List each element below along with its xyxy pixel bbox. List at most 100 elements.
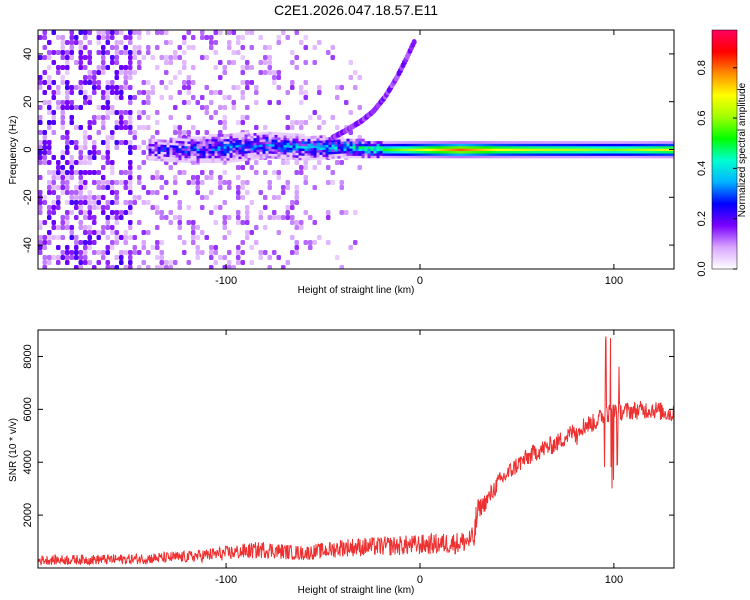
spectrogram-cell (96, 260, 101, 265)
spectrogram-band-cell (172, 137, 176, 141)
spectrogram-cell (123, 210, 128, 215)
spectrogram-band-cell (211, 141, 215, 144)
spectrogram-band-cell (604, 148, 608, 152)
spectrogram-cell (38, 105, 43, 110)
spectrogram-band-cell (160, 151, 164, 155)
spectrogram-band-cell (154, 153, 158, 157)
spectrogram-cell (92, 170, 97, 175)
spectrogram-band-cell (502, 153, 506, 156)
spectrogram-cell (69, 35, 74, 40)
spectrogram-band-cell (181, 140, 185, 144)
spectrogram-cell (47, 110, 52, 115)
spectrogram-cell (326, 165, 331, 170)
spectrogram-band-cell (265, 134, 269, 137)
spectrogram-band-cell (559, 150, 563, 154)
spectrogram-cell (155, 175, 160, 180)
spectrogram-cell (209, 250, 214, 255)
spectrogram-band-cell (490, 155, 494, 159)
spectrogram-band-cell (199, 155, 203, 159)
spectrogram-cell (51, 60, 56, 65)
spectrogram-band-cell (643, 155, 647, 159)
spectrogram-band-cell (154, 148, 158, 152)
spectrogram-band-cell (439, 148, 443, 152)
spectrogram-band-cell (226, 145, 230, 149)
spectrogram-cell (173, 105, 178, 110)
spectrogram-cell (132, 195, 137, 200)
spectrogram-band-cell (355, 143, 359, 147)
spectrogram-band-cell (211, 160, 215, 164)
spectrogram-band-cell (529, 153, 533, 156)
spectrogram-band-cell (223, 143, 227, 147)
spectrogram-cell (177, 220, 182, 225)
spectrogram-cell (123, 85, 128, 90)
spectrogram-cell (303, 90, 308, 95)
spectrogram-band-cell (433, 145, 437, 149)
spectrogram-band-cell (355, 155, 359, 159)
spectrogram-band-cell (328, 149, 332, 152)
spectrogram-band-cell (610, 148, 614, 152)
spectrogram-cell (285, 115, 290, 120)
spectrogram-band-cell (271, 141, 275, 145)
spectrogram-cell (294, 200, 299, 205)
spectrogram-cell (87, 60, 92, 65)
spectrogram-cell (78, 195, 83, 200)
spectrogram-cell (281, 185, 286, 190)
spectrogram-band-cell (277, 149, 281, 152)
spectrogram-cell (132, 95, 137, 100)
spectrogram-cell (74, 215, 79, 220)
spectrogram-cell (272, 210, 277, 215)
spectrogram-cell (119, 170, 124, 175)
spectrogram-band-cell (430, 148, 434, 152)
spectrogram-cell (110, 190, 115, 195)
spectrogram-band-cell (151, 143, 155, 147)
spectrogram-cell (146, 30, 151, 35)
spectrogram-cell (299, 170, 304, 175)
spectrogram-band-cell (484, 150, 488, 154)
spectrogram-band-cell (484, 143, 488, 147)
spectrogram-band-cell (364, 153, 368, 156)
spectrogram-band-cell (169, 142, 173, 146)
spectrogram-cell (96, 170, 101, 175)
spectrogram-band-cell (250, 135, 254, 139)
spectrogram-cell (245, 65, 250, 70)
spectrogram-band-cell (637, 143, 641, 147)
spectrogram-band-cell (232, 152, 236, 156)
spectrogram-cell (69, 140, 74, 145)
spectrogram-band-cell (346, 148, 350, 152)
spectrogram-band-cell (223, 153, 227, 156)
spectrogram-band-cell (469, 150, 473, 154)
spectrogram-band-cell (262, 139, 266, 142)
spectrogram-band-cell (223, 155, 227, 159)
spectrogram-cell (137, 60, 142, 65)
spectrogram-band-cell (241, 136, 245, 140)
spectrogram-band-cell (544, 155, 548, 159)
spectrogram-cell (245, 105, 250, 110)
spectrogram-cell (222, 70, 227, 75)
spectrogram-band-cell (172, 147, 176, 151)
spectrogram-cell (191, 175, 196, 180)
spectrogram-band-cell (403, 148, 407, 152)
spectrogram-cell (60, 50, 65, 55)
spectrogram-cell (60, 170, 65, 175)
spectrogram-cell (231, 265, 236, 269)
spectrogram-band-cell (577, 153, 581, 156)
spectrogram-band-cell (211, 155, 215, 159)
spectrogram-band-cell (409, 141, 413, 144)
spectrogram-cell (299, 90, 304, 95)
spectrogram-band-cell (157, 141, 161, 145)
spectrogram-cell (177, 45, 182, 50)
spectrogram-band-cell (550, 143, 554, 147)
spectrogram-band-cell (457, 150, 461, 154)
spectrogram-cell (123, 200, 128, 205)
spectrogram-cell (321, 120, 326, 125)
spectrogram-band-cell (220, 150, 224, 154)
spectrogram-band-cell (649, 141, 653, 144)
spectrogram-cell (209, 265, 214, 269)
spectrogram-band-cell (247, 136, 251, 139)
spectrogram-band-cell (466, 148, 470, 152)
spectrogram-band-cell (610, 141, 614, 144)
spectrogram-band-cell (238, 142, 242, 145)
spectrogram-cell (47, 50, 52, 55)
spectrogram-band-cell (298, 138, 302, 142)
